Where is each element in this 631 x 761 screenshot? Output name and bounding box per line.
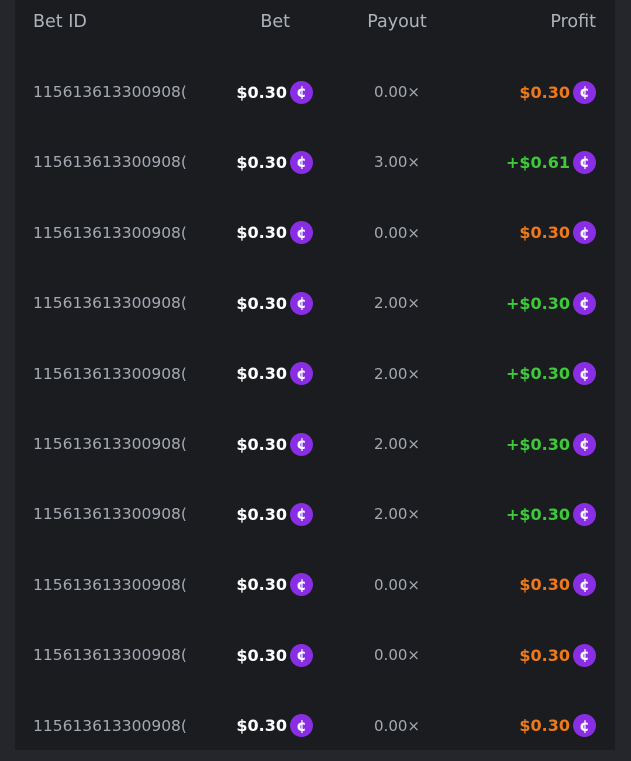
cent-coin-icon: ¢ xyxy=(573,291,596,315)
profit: $0.30 ¢ xyxy=(455,198,596,268)
table-row[interactable]: 115613613300908( $0.30 ¢ 2.00× +$0.30 ¢ xyxy=(15,339,615,409)
bet-value: $0.30 xyxy=(236,223,287,243)
bet-value: $0.30 xyxy=(236,82,287,102)
payout: 2.00× xyxy=(374,294,420,313)
bet-amount: $0.30 ¢ xyxy=(195,268,313,338)
bet-value: $0.30 xyxy=(236,645,287,665)
cent-coin-icon: ¢ xyxy=(573,150,596,174)
profit: +$0.30 ¢ xyxy=(455,339,596,409)
bet-id[interactable]: 115613613300908( xyxy=(33,364,187,383)
cent-coin-icon: ¢ xyxy=(290,432,313,456)
cent-coin-icon: ¢ xyxy=(290,714,313,738)
bet-id[interactable]: 115613613300908( xyxy=(33,153,187,172)
profit-value: $0.30 xyxy=(519,645,570,665)
profit: +$0.30 ¢ xyxy=(455,268,596,338)
bet-amount: $0.30 ¢ xyxy=(195,409,313,479)
bet-id[interactable]: 115613613300908( xyxy=(33,716,187,735)
profit: +$0.61 ¢ xyxy=(455,127,596,197)
header-payout: Payout xyxy=(367,12,427,32)
cent-coin-icon: ¢ xyxy=(573,502,596,526)
bet-value: $0.30 xyxy=(236,364,287,384)
profit: $0.30 ¢ xyxy=(455,691,596,761)
cent-coin-icon: ¢ xyxy=(290,221,313,245)
cent-coin-icon: ¢ xyxy=(290,80,313,104)
header-profit: Profit xyxy=(550,12,596,32)
bet-id[interactable]: 115613613300908( xyxy=(33,83,187,101)
cent-coin-icon: ¢ xyxy=(290,362,313,386)
bet-amount: $0.30 ¢ xyxy=(195,620,313,690)
profit: +$0.30 ¢ xyxy=(455,409,596,479)
bet-amount: $0.30 ¢ xyxy=(195,691,313,761)
profit: $0.30 ¢ xyxy=(455,57,596,127)
bet-value: $0.30 xyxy=(236,152,287,172)
bets-table: Bet ID Bet Payout Profit 115613613300908… xyxy=(15,0,615,750)
table-row[interactable]: 115613613300908( $0.30 ¢ 0.00× $0.30 ¢ xyxy=(15,691,615,761)
payout: 0.00× xyxy=(374,646,420,665)
cent-coin-icon: ¢ xyxy=(573,362,596,386)
header-bet-id: Bet ID xyxy=(33,12,87,32)
payout: 2.00× xyxy=(374,435,420,453)
cent-coin-icon: ¢ xyxy=(290,291,313,315)
header-bet: Bet xyxy=(260,12,290,32)
cent-coin-icon: ¢ xyxy=(290,502,313,526)
payout: 0.00× xyxy=(374,223,420,242)
profit-value: +$0.30 xyxy=(505,434,570,454)
profit: +$0.30 ¢ xyxy=(455,479,596,549)
table-row[interactable]: 115613613300908( $0.30 ¢ 0.00× $0.30 ¢ xyxy=(15,550,615,620)
table-header: Bet ID Bet Payout Profit xyxy=(15,0,615,44)
bet-id[interactable]: 115613613300908( xyxy=(33,223,187,242)
bet-id[interactable]: 115613613300908( xyxy=(33,294,187,313)
payout: 2.00× xyxy=(374,505,420,524)
payout: 3.00× xyxy=(374,153,420,172)
table-row[interactable]: 115613613300908( $0.30 ¢ 2.00× +$0.30 ¢ xyxy=(15,409,615,479)
payout: 2.00× xyxy=(374,364,420,383)
cent-coin-icon: ¢ xyxy=(290,150,313,174)
profit-value: $0.30 xyxy=(519,716,570,736)
cent-coin-icon: ¢ xyxy=(290,573,313,597)
profit-value: +$0.30 xyxy=(505,364,570,384)
bet-id[interactable]: 115613613300908( xyxy=(33,505,187,524)
table-row[interactable]: 115613613300908( $0.30 ¢ 3.00× +$0.61 ¢ xyxy=(15,127,615,197)
cent-coin-icon: ¢ xyxy=(573,643,596,667)
bet-amount: $0.30 ¢ xyxy=(195,339,313,409)
cent-coin-icon: ¢ xyxy=(573,80,596,104)
bet-value: $0.30 xyxy=(236,293,287,313)
cent-coin-icon: ¢ xyxy=(573,714,596,738)
bet-value: $0.30 xyxy=(236,504,287,524)
profit-value: $0.30 xyxy=(519,575,570,595)
payout: 0.00× xyxy=(374,83,420,101)
profit-value: +$0.30 xyxy=(505,504,570,524)
bet-amount: $0.30 ¢ xyxy=(195,57,313,127)
profit-value: +$0.30 xyxy=(505,293,570,313)
table-row[interactable]: 115613613300908( $0.30 ¢ 2.00× +$0.30 ¢ xyxy=(15,268,615,338)
profit: $0.30 ¢ xyxy=(455,550,596,620)
profit-value: $0.30 xyxy=(519,82,570,102)
bet-amount: $0.30 ¢ xyxy=(195,550,313,620)
profit-value: $0.30 xyxy=(519,223,570,243)
table-row[interactable]: 115613613300908( $0.30 ¢ 2.00× +$0.30 ¢ xyxy=(15,479,615,549)
bet-amount: $0.30 ¢ xyxy=(195,198,313,268)
bet-value: $0.30 xyxy=(236,575,287,595)
bet-amount: $0.30 ¢ xyxy=(195,479,313,549)
payout: 0.00× xyxy=(374,575,420,594)
cent-coin-icon: ¢ xyxy=(290,643,313,667)
bet-amount: $0.30 ¢ xyxy=(195,127,313,197)
bet-id[interactable]: 115613613300908( xyxy=(33,575,187,594)
cent-coin-icon: ¢ xyxy=(573,221,596,245)
table-row[interactable]: 115613613300908( $0.30 ¢ 0.00× $0.30 ¢ xyxy=(15,57,615,127)
profit-value: +$0.61 xyxy=(505,152,570,172)
cent-coin-icon: ¢ xyxy=(573,432,596,456)
bet-value: $0.30 xyxy=(236,716,287,736)
payout: 0.00× xyxy=(374,716,420,735)
cent-coin-icon: ¢ xyxy=(573,573,596,597)
bet-id[interactable]: 115613613300908( xyxy=(33,646,187,665)
bet-id[interactable]: 115613613300908( xyxy=(33,435,187,453)
bet-value: $0.30 xyxy=(236,434,287,454)
table-row[interactable]: 115613613300908( $0.30 ¢ 0.00× $0.30 ¢ xyxy=(15,198,615,268)
profit: $0.30 ¢ xyxy=(455,620,596,690)
table-row[interactable]: 115613613300908( $0.30 ¢ 0.00× $0.30 ¢ xyxy=(15,620,615,690)
